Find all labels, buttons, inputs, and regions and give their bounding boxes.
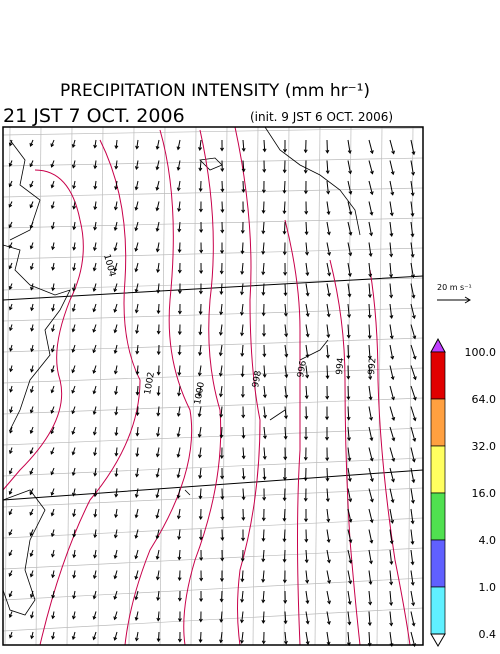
colorbar-label: 16.0 bbox=[472, 487, 497, 500]
wind-vector bbox=[222, 509, 223, 519]
colorbar-label: 1.0 bbox=[479, 581, 497, 594]
wind-vector bbox=[327, 468, 328, 481]
wind-scale-arrow bbox=[437, 297, 470, 303]
wind-vector bbox=[263, 202, 264, 213]
colorbar-label: 4.0 bbox=[479, 534, 497, 547]
map: 1004 1002 1000 998 996 994 992 bbox=[3, 127, 423, 646]
title: PRECIPITATION INTENSITY (mm hr⁻¹) bbox=[60, 81, 370, 101]
colorbar-bottom bbox=[431, 634, 445, 646]
colorbar-box bbox=[431, 587, 445, 634]
colorbar-label: 0.4 bbox=[479, 628, 497, 641]
wind-vector bbox=[284, 550, 285, 562]
wind-vector bbox=[284, 530, 285, 542]
wind-scale-label: 20 m s⁻¹ bbox=[437, 283, 472, 292]
map-bg bbox=[3, 127, 423, 645]
colorbar-box bbox=[431, 446, 445, 493]
wind-vector bbox=[242, 366, 243, 377]
colorbar-box bbox=[431, 493, 445, 540]
colorbar: 100.0 64.0 32.0 16.0 4.0 1.0 0.4 bbox=[431, 339, 496, 646]
isobar-label: 994 bbox=[335, 357, 346, 375]
wind-vector bbox=[284, 202, 285, 214]
wind-vector bbox=[348, 345, 349, 358]
wind-vector bbox=[327, 366, 328, 379]
wind-vector bbox=[284, 509, 285, 521]
wind-vector bbox=[284, 222, 285, 234]
wind-vector bbox=[243, 181, 244, 192]
colorbar-box bbox=[431, 352, 445, 399]
colorbar-label: 64.0 bbox=[472, 393, 497, 406]
wind-vector bbox=[264, 468, 265, 479]
colorbar-box bbox=[431, 399, 445, 446]
wind-vector bbox=[284, 181, 285, 193]
wind-vector bbox=[222, 181, 223, 191]
wind-vector bbox=[222, 202, 223, 212]
colorbar-box bbox=[431, 540, 445, 587]
isobar-label: 992 bbox=[367, 357, 378, 375]
init-time: (init. 9 JST 6 OCT. 2006) bbox=[250, 110, 393, 124]
wind-vector bbox=[285, 284, 286, 296]
valid-time: 21 JST 7 OCT. 2006 bbox=[3, 105, 185, 127]
colorbar-label: 32.0 bbox=[472, 440, 497, 453]
colorbar-label: 100.0 bbox=[465, 346, 497, 359]
colorbar-top bbox=[431, 339, 445, 352]
